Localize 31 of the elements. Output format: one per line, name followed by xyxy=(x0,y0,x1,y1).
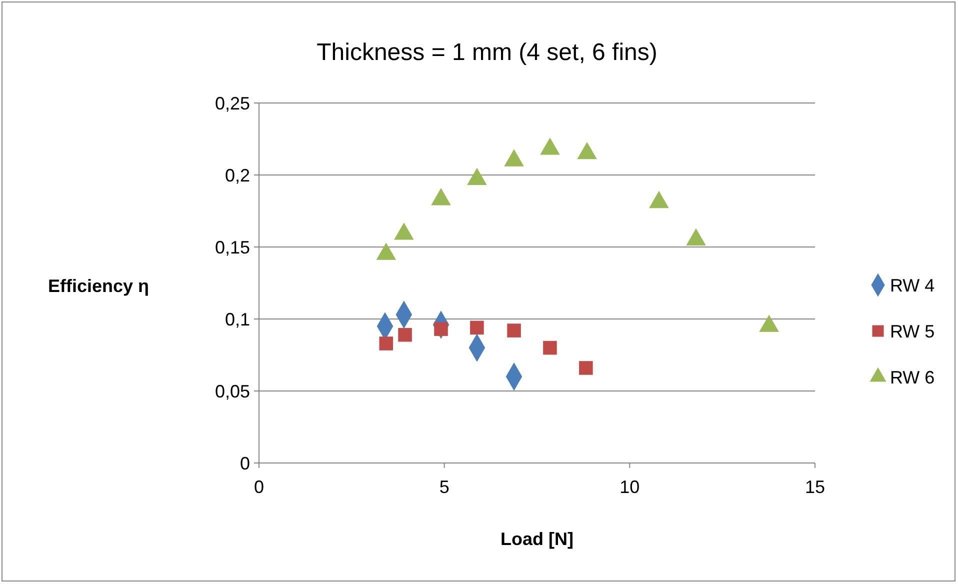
y-axis-title: Efficiency η xyxy=(48,276,150,296)
point xyxy=(398,328,412,342)
y-tick-label: 0 xyxy=(240,453,250,474)
legend-label: RW 6 xyxy=(890,367,935,388)
point xyxy=(379,336,394,350)
point xyxy=(540,138,560,155)
point xyxy=(431,188,451,206)
point xyxy=(649,190,669,208)
point xyxy=(507,324,521,338)
y-tick-label: 0,05 xyxy=(214,381,250,402)
x-tick-label: 10 xyxy=(620,477,640,497)
y-tick-label: 0,1 xyxy=(224,309,250,330)
legend-label: RW 5 xyxy=(890,321,935,342)
x-tick-label: 5 xyxy=(439,477,450,497)
chart-title: Thickness = 1 mm (4 set, 6 fins) xyxy=(316,39,658,66)
y-tick-label: 0,25 xyxy=(214,93,250,114)
point xyxy=(376,242,396,260)
point xyxy=(394,222,414,240)
point xyxy=(577,142,597,160)
point xyxy=(686,228,706,246)
point xyxy=(579,361,593,375)
x-tick-label: 0 xyxy=(254,477,264,497)
y-tick-label: 0,2 xyxy=(224,165,250,186)
point xyxy=(543,340,557,355)
x-axis-title: Load [N] xyxy=(500,529,574,549)
point xyxy=(504,149,524,166)
y-tick-label: 0,15 xyxy=(214,237,250,258)
point xyxy=(467,168,487,186)
legend-label: RW 4 xyxy=(890,275,935,296)
point xyxy=(470,320,484,335)
x-tick-label: 15 xyxy=(804,477,826,497)
